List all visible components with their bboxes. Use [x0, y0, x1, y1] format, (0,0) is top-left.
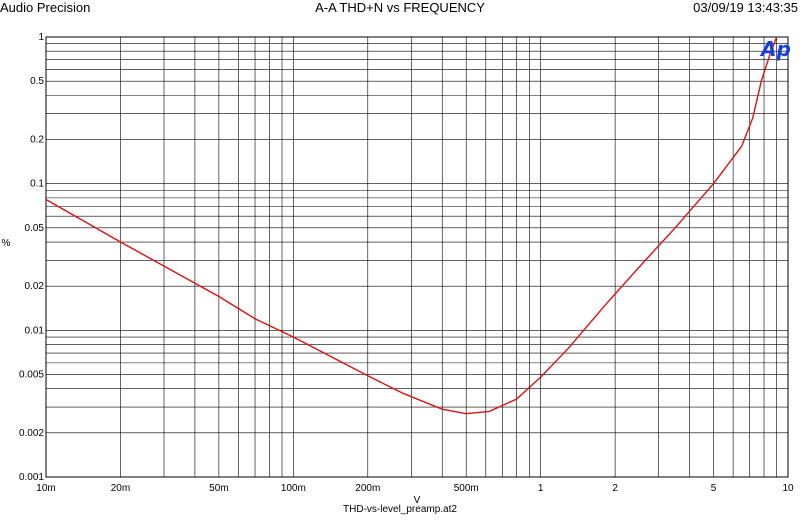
y-tick-label: 0.1 [30, 179, 44, 190]
x-tick-label: 5 [711, 483, 717, 494]
x-tick-label: 10m [36, 483, 55, 494]
ap-logo: Ap [759, 37, 791, 61]
x-tick-labels: 10m 20m 50m 100m 200m 500m 1 2 5 10 [36, 483, 794, 494]
file-name: THD-vs-level_preamp.at2 [343, 504, 457, 515]
series-line-1 [45, 36, 778, 415]
y-axis-label: % [2, 238, 11, 249]
x-tick-label: 2 [612, 483, 618, 494]
x-tick-label: 100m [281, 483, 306, 494]
y-tick-label: 0.01 [25, 325, 45, 336]
chart-title: A-A THD+N vs FREQUENCY [315, 0, 485, 15]
y-tick-label: 0.001 [19, 472, 44, 483]
x-tick-label: 10 [782, 483, 794, 494]
y-tick-label: 0.2 [30, 135, 44, 146]
y-tick-label: 1 [38, 32, 44, 43]
y-tick-label: 0.002 [19, 428, 44, 439]
plot-frame [45, 36, 789, 478]
y-tick-label: 0.005 [19, 369, 44, 380]
app-name: Audio Precision [0, 0, 91, 15]
y-tick-label: 0.02 [25, 281, 45, 292]
grid-lines [45, 37, 788, 478]
y-tick-label: 0.5 [30, 76, 44, 87]
timestamp: 03/09/19 13:43:35 [693, 0, 798, 15]
x-axis-label: V [414, 495, 421, 506]
y-tick-labels: 1 0.5 0.2 0.1 0.05 0.02 0.01 0.005 0.002 0.001 [19, 32, 44, 483]
series-group [45, 36, 778, 415]
x-tick-label: 500m [454, 483, 479, 494]
x-tick-label: 200m [355, 483, 380, 494]
x-tick-label: 20m [111, 483, 130, 494]
x-tick-label: 1 [538, 483, 544, 494]
x-tick-label: 50m [209, 483, 228, 494]
y-tick-label: 0.05 [25, 223, 45, 234]
